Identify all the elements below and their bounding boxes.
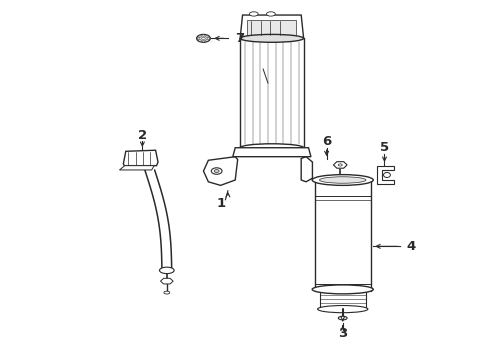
Text: 3: 3	[338, 327, 347, 339]
Ellipse shape	[201, 37, 205, 40]
Ellipse shape	[214, 170, 219, 172]
Ellipse shape	[198, 40, 201, 41]
Text: 6: 6	[322, 135, 331, 148]
Polygon shape	[233, 148, 311, 157]
Ellipse shape	[312, 175, 373, 185]
Ellipse shape	[205, 40, 208, 41]
Ellipse shape	[384, 172, 391, 177]
Ellipse shape	[207, 37, 210, 39]
Polygon shape	[123, 150, 158, 166]
Ellipse shape	[312, 285, 373, 294]
Polygon shape	[377, 166, 394, 184]
Polygon shape	[240, 15, 304, 39]
Ellipse shape	[240, 144, 304, 152]
Ellipse shape	[205, 35, 208, 37]
Text: 2: 2	[138, 129, 147, 142]
Ellipse shape	[338, 316, 347, 320]
Ellipse shape	[159, 267, 174, 274]
Polygon shape	[120, 166, 154, 170]
Ellipse shape	[202, 40, 205, 42]
Ellipse shape	[318, 306, 368, 313]
Ellipse shape	[319, 177, 366, 183]
Text: 7: 7	[235, 32, 245, 45]
Ellipse shape	[196, 35, 210, 42]
Polygon shape	[203, 157, 238, 185]
Polygon shape	[333, 162, 347, 168]
Polygon shape	[160, 278, 173, 284]
Text: 4: 4	[407, 240, 416, 253]
Text: 5: 5	[380, 141, 389, 154]
Ellipse shape	[338, 164, 342, 166]
Ellipse shape	[164, 291, 170, 294]
Polygon shape	[301, 157, 313, 182]
Ellipse shape	[202, 35, 205, 36]
Ellipse shape	[198, 35, 201, 37]
Ellipse shape	[211, 168, 222, 174]
Ellipse shape	[249, 12, 258, 16]
Polygon shape	[247, 21, 296, 37]
Ellipse shape	[267, 12, 275, 16]
Ellipse shape	[197, 37, 200, 39]
Ellipse shape	[240, 35, 304, 42]
Text: 1: 1	[217, 197, 226, 210]
